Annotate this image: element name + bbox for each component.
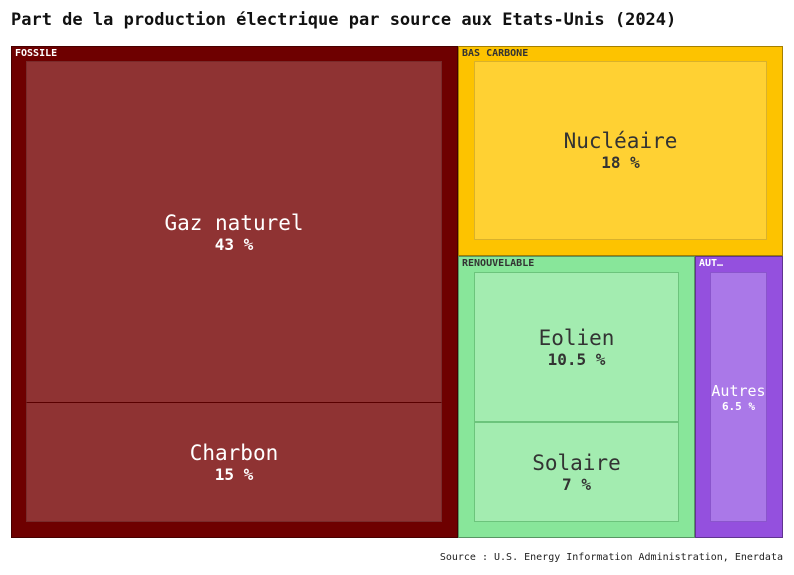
leaf-name: Gaz naturel: [164, 210, 304, 235]
leaf-value: 6.5 %: [721, 399, 756, 413]
group-label: AUT…: [699, 258, 724, 269]
leaf-value: 15 %: [214, 464, 254, 484]
chart-title: Part de la production électrique par sou…: [11, 10, 677, 30]
leaf-name: Eolien: [538, 325, 615, 350]
leaf-solaire[interactable]: Solaire 7 %: [474, 422, 679, 522]
leaf-nucleaire[interactable]: Nucléaire 18 %: [474, 61, 767, 240]
group-label: BAS CARBONE: [462, 48, 529, 59]
leaf-value: 43 %: [214, 234, 254, 254]
leaf-charbon[interactable]: Charbon 15 %: [26, 402, 442, 522]
leaf-name: Nucléaire: [563, 129, 678, 153]
leaf-value: 7 %: [562, 474, 591, 494]
leaf-autres[interactable]: Autres 6.5 %: [710, 272, 767, 522]
leaf-value: 10.5 %: [547, 349, 606, 369]
leaf-name: Autres: [711, 381, 766, 400]
leaf-name: Solaire: [532, 450, 621, 475]
leaf-gaz-naturel[interactable]: Gaz naturel 43 %: [26, 61, 442, 403]
source-note: Source : U.S. Energy Information Adminis…: [439, 552, 783, 563]
leaf-value: 18 %: [601, 153, 640, 172]
leaf-name: Charbon: [189, 440, 279, 465]
group-label: FOSSILE: [15, 48, 58, 59]
leaf-eolien[interactable]: Eolien 10.5 %: [474, 272, 679, 422]
group-label: RENOUVELABLE: [462, 258, 535, 269]
